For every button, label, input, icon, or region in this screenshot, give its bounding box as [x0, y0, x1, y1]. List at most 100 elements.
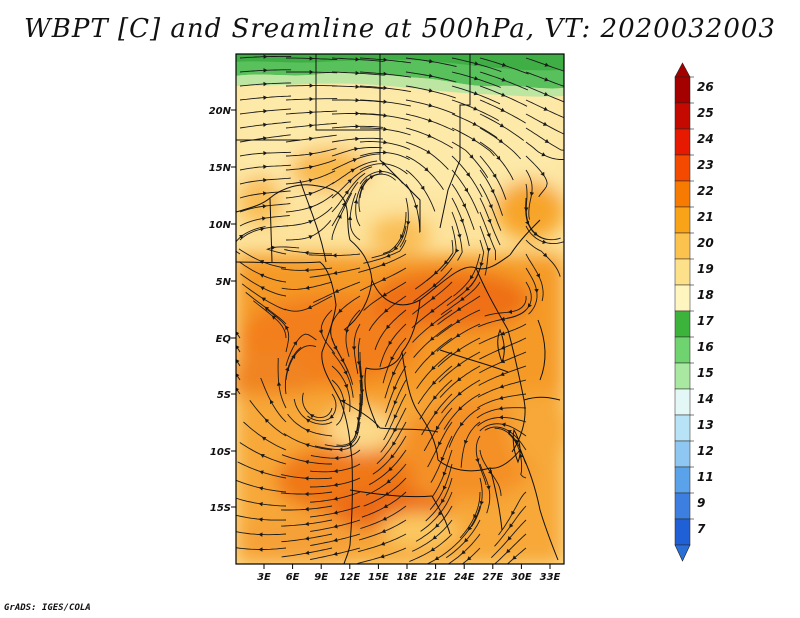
streamline-arrowhead — [383, 150, 388, 155]
streamline-arrowhead — [473, 106, 478, 111]
colorbar-label-7: 7 — [697, 522, 706, 536]
streamline-arrowhead — [432, 395, 438, 400]
streamline-arrowhead — [488, 204, 493, 209]
streamline-arrowhead — [430, 336, 435, 341]
colorbar-segment — [674, 336, 691, 364]
latitude-labels: 20N 15N 10N 5N EQ 5S 10S 15S — [209, 106, 232, 514]
colorbar-segment — [674, 492, 691, 520]
colorbar-segment — [674, 466, 691, 494]
colorbar-label-22: 22 — [697, 184, 714, 198]
streamline-arrowhead — [500, 371, 505, 377]
streamline-arrowhead — [426, 149, 431, 154]
streamline-arrowhead — [350, 168, 356, 173]
colorbar-label-9: 9 — [697, 496, 705, 510]
colorbar-label-18: 18 — [697, 288, 714, 302]
streamline-arrowhead — [354, 146, 359, 152]
streamline-arrowhead — [486, 233, 491, 238]
streamline-arrowhead — [333, 537, 338, 543]
streamline-arrowhead — [259, 470, 264, 475]
streamline-arrowhead — [466, 556, 472, 561]
lat-label-10S: 10S — [210, 447, 231, 458]
streamline-arrowhead — [263, 81, 268, 87]
streamline-arrowhead — [430, 547, 436, 552]
streamline-arrowhead — [258, 517, 263, 522]
streamline-arrowhead — [441, 498, 446, 504]
lon-label-6E: 6E — [286, 572, 300, 583]
lat-label-5S: 5S — [217, 390, 231, 401]
streamline-arrowhead — [305, 418, 311, 423]
streamline-arrowhead — [332, 253, 337, 258]
streamline-arrowhead — [276, 381, 282, 386]
streamline-arrowhead — [473, 91, 479, 96]
streamline-arrowhead — [529, 191, 535, 197]
streamline-arrowhead — [459, 218, 464, 224]
streamline-arrowhead — [544, 62, 550, 67]
colorbar-segment — [674, 362, 691, 390]
streamline-arrowhead — [369, 175, 375, 180]
lon-label-33E: 33E — [540, 572, 561, 583]
colorbar-label-23: 23 — [697, 158, 714, 172]
streamline-arrowhead — [383, 504, 389, 508]
colorbar-segment — [674, 388, 691, 416]
streamline-arrowhead — [309, 83, 314, 88]
streamline-arrowhead — [455, 319, 461, 324]
colorbar-segment — [674, 414, 691, 442]
streamline-arrowhead — [309, 151, 314, 157]
streamline-arrowhead — [386, 479, 391, 484]
wbpt-field — [236, 54, 564, 564]
streamline-arrowhead — [269, 399, 274, 405]
streamline-arrowhead — [432, 283, 437, 288]
streamline-arrowhead — [486, 247, 492, 253]
streamline-arrowhead — [434, 556, 440, 561]
colorbar-label-13: 13 — [697, 418, 714, 432]
streamline-arrowhead — [509, 523, 514, 528]
streamline-arrowhead — [428, 103, 433, 108]
streamline-arrowhead — [501, 422, 506, 427]
streamline-arrowhead — [381, 528, 386, 534]
streamline-arrowhead — [456, 347, 461, 352]
streamline-arrowhead — [479, 262, 484, 267]
streamline-arrowhead — [440, 456, 445, 462]
lon-label-27E: 27E — [482, 572, 503, 583]
streamline-arrowhead — [355, 57, 360, 62]
lat-label-15N: 15N — [209, 163, 232, 174]
streamline-arrowhead — [383, 57, 388, 62]
streamline-arrowhead — [305, 285, 310, 290]
streamline-arrowhead — [355, 124, 360, 129]
colorbar-segment — [674, 206, 691, 234]
streamline-arrowhead — [428, 88, 434, 93]
streamline-arrowhead — [304, 521, 309, 527]
streamline-arrowhead — [284, 325, 290, 331]
streamline-arrowhead — [498, 395, 504, 400]
streamline-arrowhead — [236, 359, 240, 364]
streamline-arrowhead — [259, 273, 265, 278]
streamline-arrowhead — [383, 99, 388, 104]
streamline-arrowhead — [487, 218, 492, 224]
streamline-arrowhead — [333, 551, 338, 556]
streamline-arrowhead — [264, 418, 270, 423]
streamline-arrowhead — [359, 389, 365, 394]
streamline-arrowhead — [392, 441, 397, 446]
streamline-arrowhead — [461, 549, 466, 555]
streamline-arrowhead — [379, 169, 384, 174]
streamline-arrowhead — [271, 315, 277, 320]
colorbar-segment — [674, 440, 691, 468]
streamline-arrowhead — [333, 510, 338, 515]
streamline-arrowhead — [457, 233, 462, 239]
streamline-arrowhead — [263, 177, 268, 183]
streamline-arrowhead — [498, 138, 504, 144]
streamline-arrowhead — [341, 202, 346, 207]
streamline-arrowhead — [479, 500, 484, 506]
streamline-arrowhead — [400, 234, 405, 239]
streamline-arrowhead — [329, 414, 334, 419]
colorbar-segment — [674, 102, 691, 130]
streamline-arrowhead — [356, 417, 361, 422]
streamline-arrowhead — [382, 516, 387, 521]
streamline-arrowhead — [540, 171, 545, 177]
colorbar-segment — [674, 154, 691, 182]
streamline-arrowhead — [307, 305, 312, 310]
streamline-arrowhead — [334, 288, 340, 293]
streamline-arrowhead — [432, 535, 438, 540]
streamline-arrowhead — [359, 185, 364, 190]
